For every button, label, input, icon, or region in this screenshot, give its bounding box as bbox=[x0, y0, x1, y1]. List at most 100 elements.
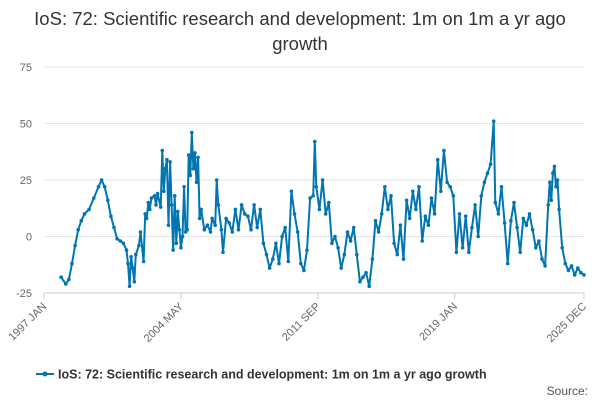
data-point[interactable] bbox=[158, 205, 163, 209]
data-point[interactable] bbox=[166, 223, 171, 227]
data-point[interactable] bbox=[255, 225, 259, 230]
data-point[interactable] bbox=[493, 200, 498, 205]
data-point[interactable] bbox=[82, 212, 87, 216]
data-point[interactable] bbox=[417, 185, 421, 189]
data-point[interactable] bbox=[509, 218, 513, 223]
data-point[interactable] bbox=[534, 246, 538, 250]
data-point[interactable] bbox=[302, 268, 306, 273]
data-point[interactable] bbox=[227, 221, 231, 225]
data-point[interactable] bbox=[499, 185, 504, 189]
data-point[interactable] bbox=[439, 189, 443, 194]
data-point[interactable] bbox=[210, 216, 214, 221]
data-point[interactable] bbox=[102, 185, 107, 189]
data-point[interactable] bbox=[185, 227, 189, 232]
data-point[interactable] bbox=[160, 148, 165, 153]
data-point[interactable] bbox=[92, 196, 96, 200]
data-point[interactable] bbox=[358, 279, 362, 284]
data-point[interactable] bbox=[239, 203, 244, 207]
data-point[interactable] bbox=[435, 157, 440, 162]
data-point[interactable] bbox=[518, 250, 522, 255]
legend[interactable]: IoS: 72: Scientific research and develop… bbox=[36, 368, 487, 382]
data-point[interactable] bbox=[389, 194, 393, 198]
data-point[interactable] bbox=[242, 212, 247, 216]
data-point[interactable] bbox=[214, 178, 219, 182]
data-point[interactable] bbox=[137, 243, 141, 248]
data-point[interactable] bbox=[576, 266, 580, 270]
data-point[interactable] bbox=[246, 214, 250, 218]
data-point[interactable] bbox=[292, 212, 297, 216]
data-point[interactable] bbox=[488, 162, 493, 166]
data-point[interactable] bbox=[295, 230, 300, 234]
data-point[interactable] bbox=[143, 212, 147, 216]
data-point[interactable] bbox=[299, 261, 303, 266]
data-point[interactable] bbox=[271, 257, 275, 261]
data-point[interactable] bbox=[308, 196, 312, 200]
data-point[interactable] bbox=[141, 259, 146, 264]
data-point[interactable] bbox=[311, 194, 316, 198]
data-point[interactable] bbox=[169, 203, 174, 207]
data-point[interactable] bbox=[473, 203, 477, 207]
data-point[interactable] bbox=[386, 207, 390, 212]
data-point[interactable] bbox=[512, 200, 516, 205]
data-point[interactable] bbox=[549, 198, 554, 203]
data-point[interactable] bbox=[236, 227, 241, 232]
data-point[interactable] bbox=[502, 221, 507, 225]
data-point[interactable] bbox=[132, 279, 137, 284]
data-point[interactable] bbox=[163, 166, 168, 171]
data-point[interactable] bbox=[392, 241, 396, 246]
data-point[interactable] bbox=[67, 277, 71, 282]
data-point[interactable] bbox=[193, 151, 197, 155]
data-point[interactable] bbox=[233, 207, 238, 212]
data-point[interactable] bbox=[216, 203, 221, 207]
data-point[interactable] bbox=[174, 241, 179, 246]
data-point[interactable] bbox=[414, 207, 418, 212]
data-point[interactable] bbox=[152, 194, 157, 198]
data-point[interactable] bbox=[496, 212, 501, 216]
data-point[interactable] bbox=[323, 212, 328, 216]
data-point[interactable] bbox=[194, 180, 199, 185]
data-point[interactable] bbox=[582, 273, 586, 277]
data-point[interactable] bbox=[99, 178, 104, 182]
data-point[interactable] bbox=[420, 239, 425, 243]
data-point[interactable] bbox=[376, 230, 381, 234]
data-point[interactable] bbox=[569, 264, 574, 268]
data-point[interactable] bbox=[144, 216, 149, 221]
data-point[interactable] bbox=[219, 227, 224, 232]
data-point[interactable] bbox=[70, 261, 74, 266]
data-point[interactable] bbox=[224, 216, 228, 221]
data-point[interactable] bbox=[479, 194, 484, 198]
data-point[interactable] bbox=[320, 178, 325, 182]
data-point[interactable] bbox=[73, 243, 77, 248]
data-point[interactable] bbox=[342, 252, 347, 257]
data-point[interactable] bbox=[314, 185, 319, 189]
data-point[interactable] bbox=[261, 241, 266, 246]
data-point[interactable] bbox=[370, 257, 375, 261]
data-point[interactable] bbox=[197, 216, 202, 221]
data-point[interactable] bbox=[485, 171, 490, 175]
data-point[interactable] bbox=[191, 166, 196, 171]
data-point[interactable] bbox=[467, 250, 471, 255]
data-point[interactable] bbox=[345, 230, 350, 234]
data-point[interactable] bbox=[317, 207, 322, 212]
data-point[interactable] bbox=[373, 218, 378, 223]
data-point[interactable] bbox=[179, 246, 183, 250]
data-point[interactable] bbox=[205, 223, 210, 227]
data-point[interactable] bbox=[199, 207, 203, 212]
data-point[interactable] bbox=[395, 252, 400, 257]
data-point[interactable] bbox=[118, 239, 123, 243]
data-point[interactable] bbox=[355, 252, 359, 257]
data-point[interactable] bbox=[361, 275, 365, 280]
data-point[interactable] bbox=[505, 261, 510, 266]
data-point[interactable] bbox=[258, 207, 263, 212]
data-point[interactable] bbox=[445, 180, 449, 185]
data-point[interactable] bbox=[154, 203, 158, 207]
data-point[interactable] bbox=[267, 266, 272, 270]
data-point[interactable] bbox=[76, 227, 80, 232]
data-point[interactable] bbox=[182, 185, 186, 189]
data-point[interactable] bbox=[460, 246, 465, 250]
data-point[interactable] bbox=[448, 185, 453, 189]
data-point[interactable] bbox=[407, 216, 412, 221]
data-point[interactable] bbox=[524, 223, 529, 227]
data-point[interactable] bbox=[563, 261, 568, 266]
data-point[interactable] bbox=[79, 218, 84, 223]
